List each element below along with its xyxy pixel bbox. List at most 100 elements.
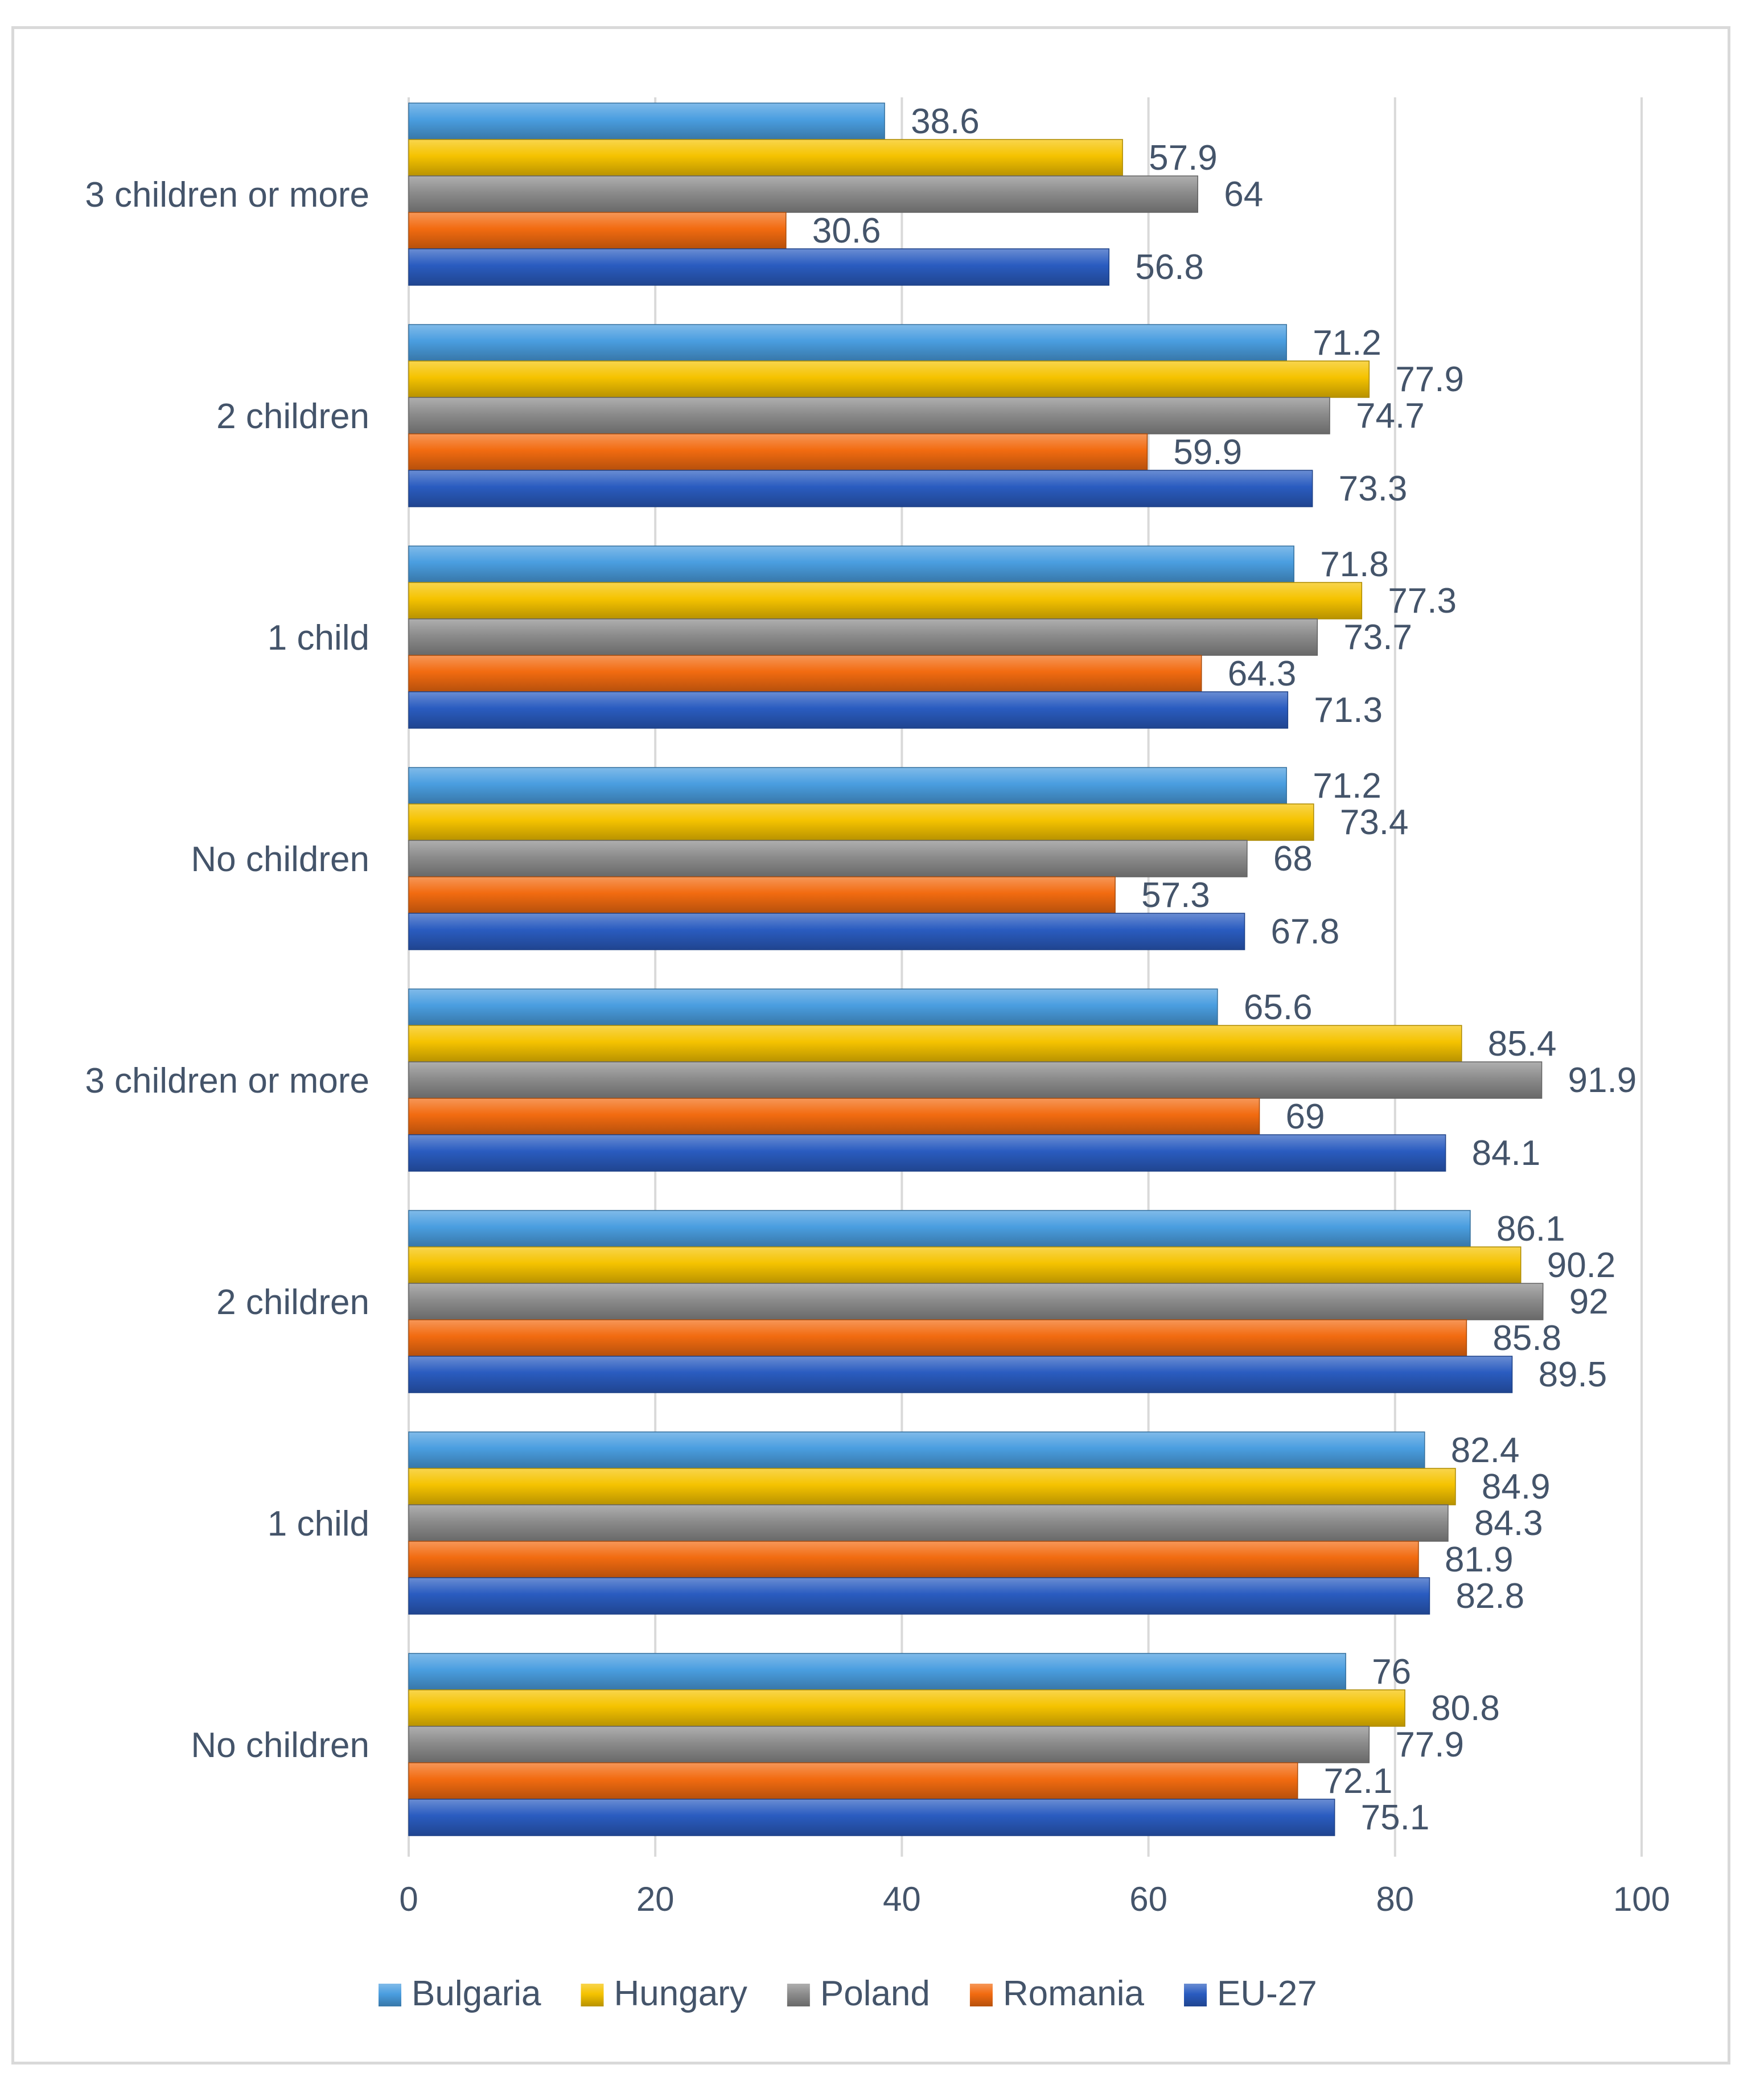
data-label: 91.9 [1568,1061,1637,1100]
bar-bulgaria-1 [408,324,1287,362]
data-label: 84.1 [1472,1134,1541,1173]
data-label: 69 [1286,1097,1325,1136]
bar-romania-6 [408,1541,1419,1578]
bar-bulgaria-5 [408,1210,1471,1247]
data-label: 64.3 [1228,654,1297,693]
bar-hungary-2 [408,582,1363,619]
bar-eu-27-6 [408,1577,1430,1615]
data-label: 75.1 [1361,1798,1430,1837]
data-label: 64 [1224,175,1263,214]
data-label: 77.9 [1395,1725,1464,1764]
bars [408,102,1544,1836]
bar-hungary-7 [408,1689,1405,1727]
legend-label: Poland [820,1974,930,2013]
x-tick-label: 20 [636,1880,675,1918]
bar-hungary-0 [408,139,1123,177]
bar-romania-2 [408,655,1202,692]
bar-hungary-5 [408,1246,1522,1284]
bar-poland-3 [408,840,1248,877]
data-label: 30.6 [812,211,881,251]
data-label: 71.2 [1313,323,1381,363]
legend-swatch [787,1984,810,2006]
category-label: 1 child [268,1504,369,1544]
bar-eu-27-5 [408,1356,1513,1393]
bar-poland-5 [408,1283,1544,1320]
legend-label: Bulgaria [412,1974,541,2013]
bar-poland-0 [408,175,1198,213]
bar-poland-6 [408,1504,1449,1542]
bar-hungary-1 [408,360,1370,398]
data-label: 77.3 [1388,581,1457,621]
bar-hungary-6 [408,1468,1456,1505]
x-tick-label: 60 [1129,1880,1167,1918]
x-tick-label: 0 [399,1880,418,1918]
data-label: 71.2 [1313,766,1381,806]
data-label: 82.4 [1451,1431,1520,1470]
x-axis-ticks: 0 20 40 60 80 100 [399,1880,1670,1918]
data-label: 84.9 [1482,1467,1551,1507]
data-label: 80.8 [1431,1689,1500,1728]
data-label: 72.1 [1324,1762,1393,1801]
bar-eu-27-7 [408,1799,1335,1836]
bar-romania-4 [408,1098,1260,1135]
x-tick-label: 80 [1376,1880,1414,1918]
bar-eu-27-0 [408,248,1110,286]
legend-swatch [379,1984,401,2006]
data-label: 85.4 [1488,1024,1557,1064]
legend-swatch [1184,1984,1207,2006]
category-label: 2 children [216,397,369,436]
data-label: 85.8 [1492,1319,1561,1358]
category-label: No children [191,840,369,879]
bar-eu-27-2 [408,691,1289,729]
bar-hungary-3 [408,803,1314,841]
category-label: 3 children or more [85,1061,369,1101]
data-label: 73.4 [1340,803,1409,842]
data-label: 76 [1372,1652,1411,1692]
bar-chart: 38.657.96430.656.871.277.974.759.973.371… [85,97,1670,2013]
legend-swatch [969,1984,993,2006]
data-label: 68 [1273,839,1313,879]
bar-bulgaria-3 [408,767,1287,805]
legend-swatch [581,1984,604,2006]
data-label: 92 [1569,1282,1609,1321]
bar-romania-3 [408,876,1116,914]
data-label: 56.8 [1135,248,1204,287]
bar-romania-1 [408,433,1148,471]
category-label: 2 children [216,1283,369,1322]
data-label: 73.7 [1343,618,1412,657]
bar-poland-4 [408,1061,1543,1099]
category-label: 3 children or more [85,175,369,215]
data-label: 81.9 [1445,1540,1514,1579]
bar-eu-27-3 [408,913,1245,950]
category-label: 1 child [268,618,369,658]
bar-romania-5 [408,1319,1467,1357]
data-label: 89.5 [1539,1355,1607,1394]
data-label: 82.8 [1455,1577,1524,1616]
bar-bulgaria-2 [408,545,1294,583]
data-label: 38.6 [911,102,980,141]
x-tick-label: 40 [883,1880,921,1918]
bar-poland-7 [408,1726,1370,1763]
legend: Bulgaria Hungary Poland Romania EU-27 [379,1974,1317,2013]
bar-eu-27-1 [408,470,1313,507]
data-labels: 38.657.96430.656.871.277.974.759.973.371… [812,102,1636,1837]
category-labels: 3 children or more 2 children 1 child No ch… [85,175,369,1765]
bar-bulgaria-7 [408,1653,1346,1690]
x-tick-label: 100 [1613,1880,1670,1918]
legend-label: EU-27 [1217,1974,1317,2013]
legend-label: Romania [1003,1974,1145,2013]
data-label: 77.9 [1395,360,1464,399]
data-label: 65.6 [1244,988,1313,1027]
bar-bulgaria-4 [408,988,1218,1026]
data-label: 74.7 [1356,396,1425,436]
bar-romania-0 [408,212,787,249]
bar-hungary-4 [408,1025,1462,1062]
data-label: 57.3 [1141,876,1210,915]
data-label: 86.1 [1496,1209,1565,1249]
data-label: 67.8 [1271,912,1340,951]
data-label: 57.9 [1149,138,1218,178]
legend-label: Hungary [614,1974,747,2013]
bar-bulgaria-0 [408,102,885,140]
data-label: 71.8 [1320,545,1389,584]
bar-poland-1 [408,397,1330,434]
